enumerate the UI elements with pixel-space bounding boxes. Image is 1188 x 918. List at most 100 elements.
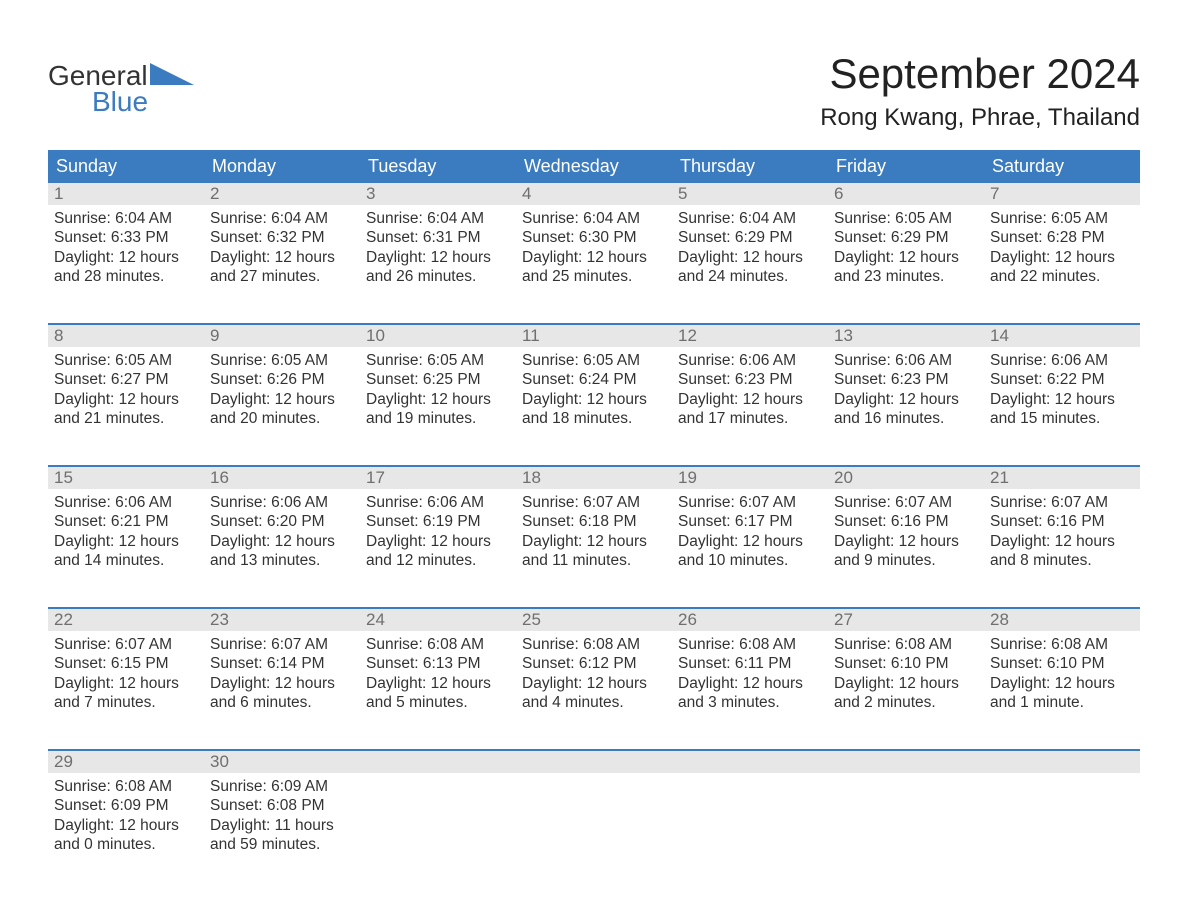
day-number: 23 bbox=[204, 609, 360, 631]
day-cell: 3Sunrise: 6:04 AMSunset: 6:31 PMDaylight… bbox=[360, 183, 516, 303]
day-body: Sunrise: 6:05 AMSunset: 6:28 PMDaylight:… bbox=[984, 205, 1140, 293]
day-number bbox=[516, 751, 672, 773]
day-body: Sunrise: 6:06 AMSunset: 6:23 PMDaylight:… bbox=[672, 347, 828, 435]
day-sunset: Sunset: 6:16 PM bbox=[990, 512, 1134, 531]
week-row: 8Sunrise: 6:05 AMSunset: 6:27 PMDaylight… bbox=[48, 323, 1140, 445]
day-d1: Daylight: 12 hours bbox=[54, 390, 198, 409]
week-row: 22Sunrise: 6:07 AMSunset: 6:15 PMDayligh… bbox=[48, 607, 1140, 729]
day-number: 18 bbox=[516, 467, 672, 489]
day-sunset: Sunset: 6:31 PM bbox=[366, 228, 510, 247]
day-cell: 19Sunrise: 6:07 AMSunset: 6:17 PMDayligh… bbox=[672, 467, 828, 587]
day-d1: Daylight: 12 hours bbox=[522, 390, 666, 409]
calendar: SundayMondayTuesdayWednesdayThursdayFrid… bbox=[48, 150, 1140, 871]
day-body: Sunrise: 6:08 AMSunset: 6:11 PMDaylight:… bbox=[672, 631, 828, 719]
day-number: 12 bbox=[672, 325, 828, 347]
day-sunset: Sunset: 6:25 PM bbox=[366, 370, 510, 389]
day-sunset: Sunset: 6:20 PM bbox=[210, 512, 354, 531]
day-sunrise: Sunrise: 6:06 AM bbox=[54, 493, 198, 512]
day-sunrise: Sunrise: 6:07 AM bbox=[678, 493, 822, 512]
day-number: 1 bbox=[48, 183, 204, 205]
day-body: Sunrise: 6:08 AMSunset: 6:10 PMDaylight:… bbox=[984, 631, 1140, 719]
day-body: Sunrise: 6:04 AMSunset: 6:32 PMDaylight:… bbox=[204, 205, 360, 293]
day-cell: 2Sunrise: 6:04 AMSunset: 6:32 PMDaylight… bbox=[204, 183, 360, 303]
day-cell: 13Sunrise: 6:06 AMSunset: 6:23 PMDayligh… bbox=[828, 325, 984, 445]
day-d1: Daylight: 12 hours bbox=[834, 390, 978, 409]
day-d2: and 25 minutes. bbox=[522, 267, 666, 286]
day-number: 30 bbox=[204, 751, 360, 773]
day-sunset: Sunset: 6:29 PM bbox=[834, 228, 978, 247]
day-cell: 8Sunrise: 6:05 AMSunset: 6:27 PMDaylight… bbox=[48, 325, 204, 445]
weeks-container: 1Sunrise: 6:04 AMSunset: 6:33 PMDaylight… bbox=[48, 183, 1140, 871]
day-d2: and 21 minutes. bbox=[54, 409, 198, 428]
day-body: Sunrise: 6:09 AMSunset: 6:08 PMDaylight:… bbox=[204, 773, 360, 861]
title-block: September 2024 Rong Kwang, Phrae, Thaila… bbox=[820, 30, 1140, 132]
day-sunset: Sunset: 6:17 PM bbox=[678, 512, 822, 531]
day-cell: 21Sunrise: 6:07 AMSunset: 6:16 PMDayligh… bbox=[984, 467, 1140, 587]
day-d2: and 18 minutes. bbox=[522, 409, 666, 428]
day-d2: and 0 minutes. bbox=[54, 835, 198, 854]
day-cell: 23Sunrise: 6:07 AMSunset: 6:14 PMDayligh… bbox=[204, 609, 360, 729]
day-d2: and 13 minutes. bbox=[210, 551, 354, 570]
day-sunrise: Sunrise: 6:05 AM bbox=[366, 351, 510, 370]
day-cell: 1Sunrise: 6:04 AMSunset: 6:33 PMDaylight… bbox=[48, 183, 204, 303]
day-number: 9 bbox=[204, 325, 360, 347]
day-cell: 26Sunrise: 6:08 AMSunset: 6:11 PMDayligh… bbox=[672, 609, 828, 729]
day-d2: and 15 minutes. bbox=[990, 409, 1134, 428]
logo: General Blue bbox=[48, 30, 194, 118]
day-number: 25 bbox=[516, 609, 672, 631]
day-d2: and 17 minutes. bbox=[678, 409, 822, 428]
logo-text-blue: Blue bbox=[92, 86, 194, 118]
location-subtitle: Rong Kwang, Phrae, Thailand bbox=[820, 104, 1140, 132]
day-sunset: Sunset: 6:32 PM bbox=[210, 228, 354, 247]
day-cell bbox=[672, 751, 828, 871]
day-number: 17 bbox=[360, 467, 516, 489]
day-d1: Daylight: 12 hours bbox=[522, 532, 666, 551]
day-number: 28 bbox=[984, 609, 1140, 631]
day-cell: 30Sunrise: 6:09 AMSunset: 6:08 PMDayligh… bbox=[204, 751, 360, 871]
day-cell: 25Sunrise: 6:08 AMSunset: 6:12 PMDayligh… bbox=[516, 609, 672, 729]
day-sunset: Sunset: 6:09 PM bbox=[54, 796, 198, 815]
day-cell: 12Sunrise: 6:06 AMSunset: 6:23 PMDayligh… bbox=[672, 325, 828, 445]
day-body bbox=[984, 773, 1140, 783]
day-of-week-header: SundayMondayTuesdayWednesdayThursdayFrid… bbox=[48, 150, 1140, 183]
day-number: 6 bbox=[828, 183, 984, 205]
header: General Blue September 2024 Rong Kwang, … bbox=[48, 30, 1140, 132]
day-d1: Daylight: 12 hours bbox=[54, 248, 198, 267]
day-body: Sunrise: 6:07 AMSunset: 6:17 PMDaylight:… bbox=[672, 489, 828, 577]
day-body: Sunrise: 6:06 AMSunset: 6:22 PMDaylight:… bbox=[984, 347, 1140, 435]
day-d1: Daylight: 12 hours bbox=[678, 248, 822, 267]
day-sunset: Sunset: 6:27 PM bbox=[54, 370, 198, 389]
day-sunset: Sunset: 6:23 PM bbox=[834, 370, 978, 389]
day-body: Sunrise: 6:08 AMSunset: 6:09 PMDaylight:… bbox=[48, 773, 204, 861]
day-cell: 9Sunrise: 6:05 AMSunset: 6:26 PMDaylight… bbox=[204, 325, 360, 445]
week-row: 29Sunrise: 6:08 AMSunset: 6:09 PMDayligh… bbox=[48, 749, 1140, 871]
day-body: Sunrise: 6:08 AMSunset: 6:12 PMDaylight:… bbox=[516, 631, 672, 719]
day-body bbox=[828, 773, 984, 783]
day-sunset: Sunset: 6:10 PM bbox=[990, 654, 1134, 673]
day-d1: Daylight: 11 hours bbox=[210, 816, 354, 835]
day-sunset: Sunset: 6:08 PM bbox=[210, 796, 354, 815]
day-sunrise: Sunrise: 6:05 AM bbox=[834, 209, 978, 228]
day-sunrise: Sunrise: 6:06 AM bbox=[990, 351, 1134, 370]
day-number: 10 bbox=[360, 325, 516, 347]
day-d1: Daylight: 12 hours bbox=[54, 674, 198, 693]
day-sunrise: Sunrise: 6:08 AM bbox=[990, 635, 1134, 654]
day-cell: 29Sunrise: 6:08 AMSunset: 6:09 PMDayligh… bbox=[48, 751, 204, 871]
day-number: 14 bbox=[984, 325, 1140, 347]
day-body: Sunrise: 6:05 AMSunset: 6:25 PMDaylight:… bbox=[360, 347, 516, 435]
day-body: Sunrise: 6:05 AMSunset: 6:29 PMDaylight:… bbox=[828, 205, 984, 293]
day-cell: 24Sunrise: 6:08 AMSunset: 6:13 PMDayligh… bbox=[360, 609, 516, 729]
day-sunset: Sunset: 6:14 PM bbox=[210, 654, 354, 673]
day-sunrise: Sunrise: 6:06 AM bbox=[834, 351, 978, 370]
day-d1: Daylight: 12 hours bbox=[834, 674, 978, 693]
day-number: 22 bbox=[48, 609, 204, 631]
day-body: Sunrise: 6:04 AMSunset: 6:30 PMDaylight:… bbox=[516, 205, 672, 293]
day-body: Sunrise: 6:08 AMSunset: 6:10 PMDaylight:… bbox=[828, 631, 984, 719]
day-body: Sunrise: 6:07 AMSunset: 6:14 PMDaylight:… bbox=[204, 631, 360, 719]
day-d2: and 12 minutes. bbox=[366, 551, 510, 570]
day-d2: and 7 minutes. bbox=[54, 693, 198, 712]
day-number: 7 bbox=[984, 183, 1140, 205]
day-sunrise: Sunrise: 6:08 AM bbox=[678, 635, 822, 654]
day-cell: 22Sunrise: 6:07 AMSunset: 6:15 PMDayligh… bbox=[48, 609, 204, 729]
day-d2: and 59 minutes. bbox=[210, 835, 354, 854]
